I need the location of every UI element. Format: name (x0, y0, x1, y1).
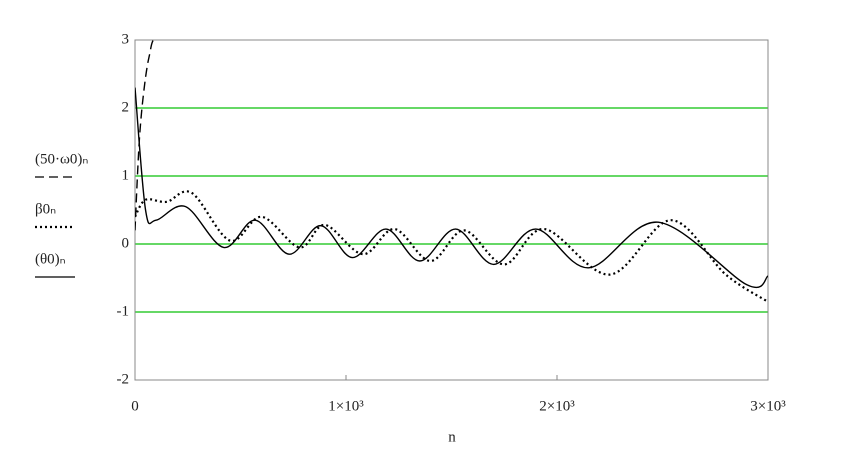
plot-area (135, 40, 768, 303)
line-series (135, 87, 768, 289)
line-series (135, 190, 768, 303)
y-tick-label: 3 (122, 31, 130, 47)
x-tick-label: 3×10³ (750, 398, 786, 414)
x-tick-label: 1×10³ (328, 398, 364, 414)
x-axis-label: n (448, 429, 456, 445)
legend-label: β0ₙ (35, 201, 56, 217)
line-series (135, 40, 155, 231)
plot-frame (134, 39, 769, 381)
y-tick-label: 0 (122, 235, 130, 251)
y-tick-label: -2 (117, 371, 130, 387)
y-tick-label: 1 (122, 167, 130, 183)
legend-label: (θ0)ₙ (35, 251, 66, 267)
y-tick-label: -1 (117, 303, 130, 319)
y-tick-label: 2 (122, 99, 130, 115)
x-tick-label: 2×10³ (539, 398, 575, 414)
x-tick-label: 0 (131, 398, 139, 414)
legend-label: (50·ω0)ₙ (35, 151, 88, 167)
